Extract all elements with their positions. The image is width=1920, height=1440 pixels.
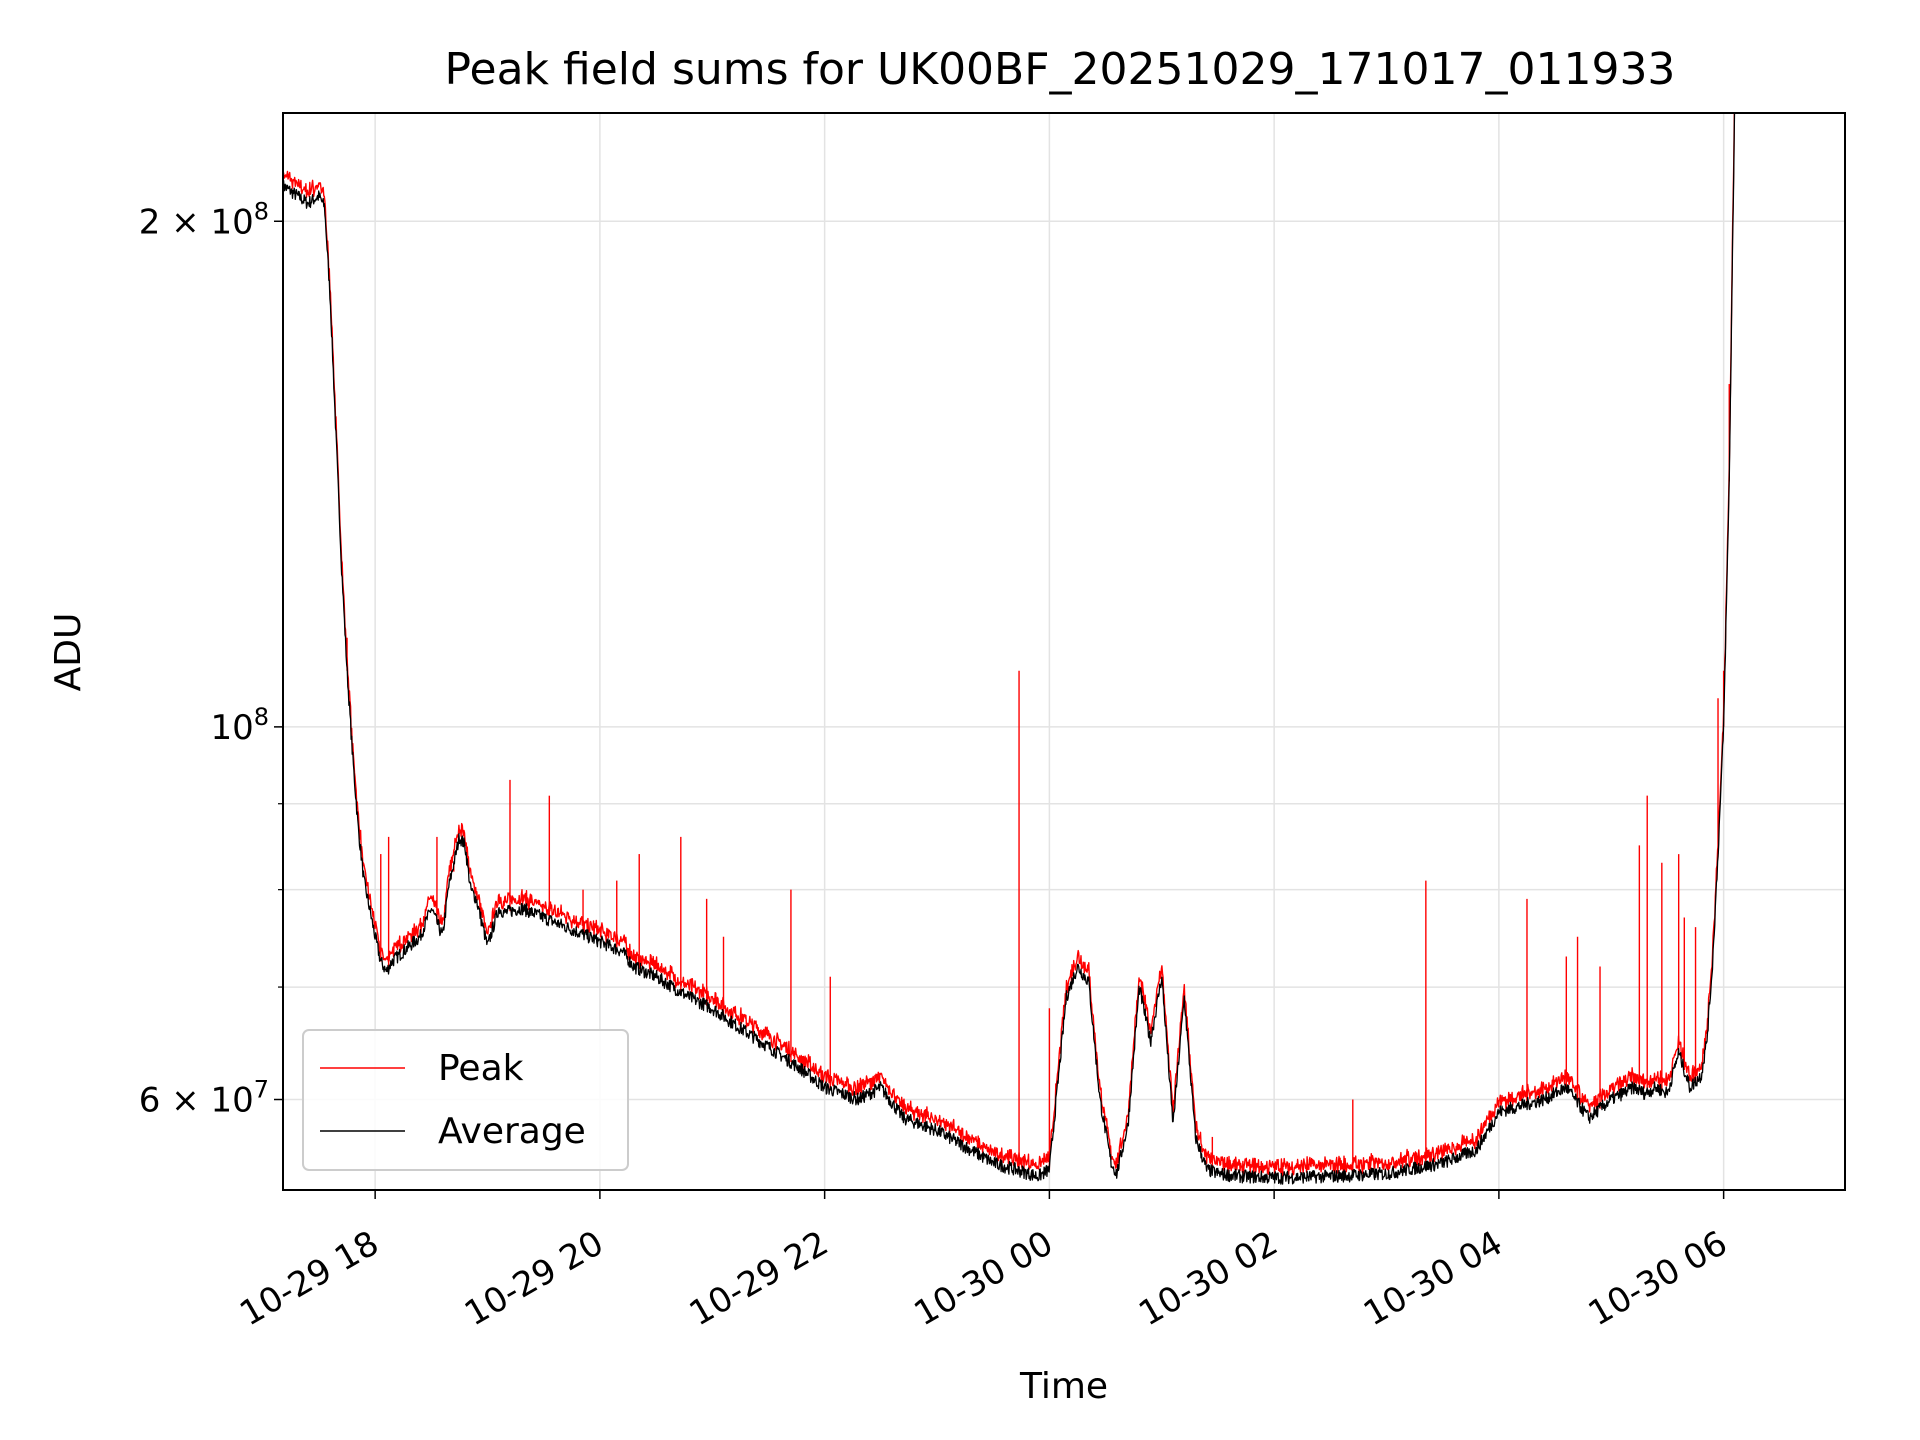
grid-lines (283, 113, 1845, 1190)
y-tick-label: 2 × 108 (139, 197, 269, 242)
average-series-line (283, 113, 1736, 1185)
y-tick-label: 6 × 107 (139, 1076, 269, 1121)
plot-area (283, 113, 1736, 1185)
x-axis-label: Time (1019, 1366, 1108, 1407)
chart-title: Peak field sums for UK00BF_20251029_1710… (445, 44, 1676, 95)
legend: Peak Average (302, 1029, 629, 1171)
legend-box (302, 1029, 629, 1171)
y-axis-label: ADU (48, 613, 89, 692)
y-tick-label: 108 (210, 703, 269, 748)
legend-average-label: Average (438, 1111, 586, 1152)
axes-frame (282, 112, 1846, 1191)
y-axis-ticks: 6 × 107 108 2 × 108 (139, 197, 283, 1121)
legend-peak-label: Peak (438, 1048, 524, 1089)
